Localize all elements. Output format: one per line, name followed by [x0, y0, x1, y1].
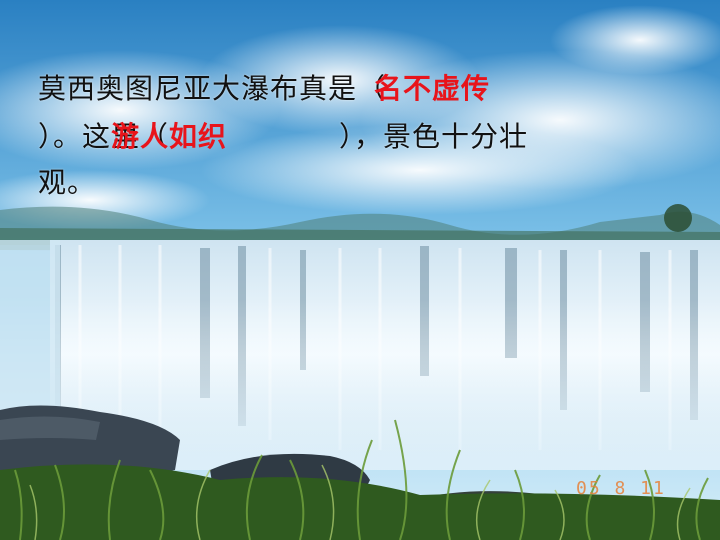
line-3-text: 观。 — [38, 166, 97, 199]
answer-1: 名不虚传 — [374, 72, 491, 105]
photo-date-stamp: 05 8 11 — [576, 478, 666, 499]
line-2-open: ）。这里（ — [38, 120, 170, 153]
sentence-line-2: ）。这里（游人如织 ），景色十分壮 — [38, 120, 528, 154]
answer-2: 游人如织 — [111, 120, 228, 153]
line-2-close: ），景色十分壮 — [339, 120, 529, 153]
sentence-line-3: 观。 — [38, 166, 96, 200]
sentence-line-1: 莫西奥图尼亚大瀑布真是（名不虚传 — [38, 72, 490, 106]
line-1-text: 莫西奥图尼亚大瀑布真是（ — [38, 72, 387, 105]
